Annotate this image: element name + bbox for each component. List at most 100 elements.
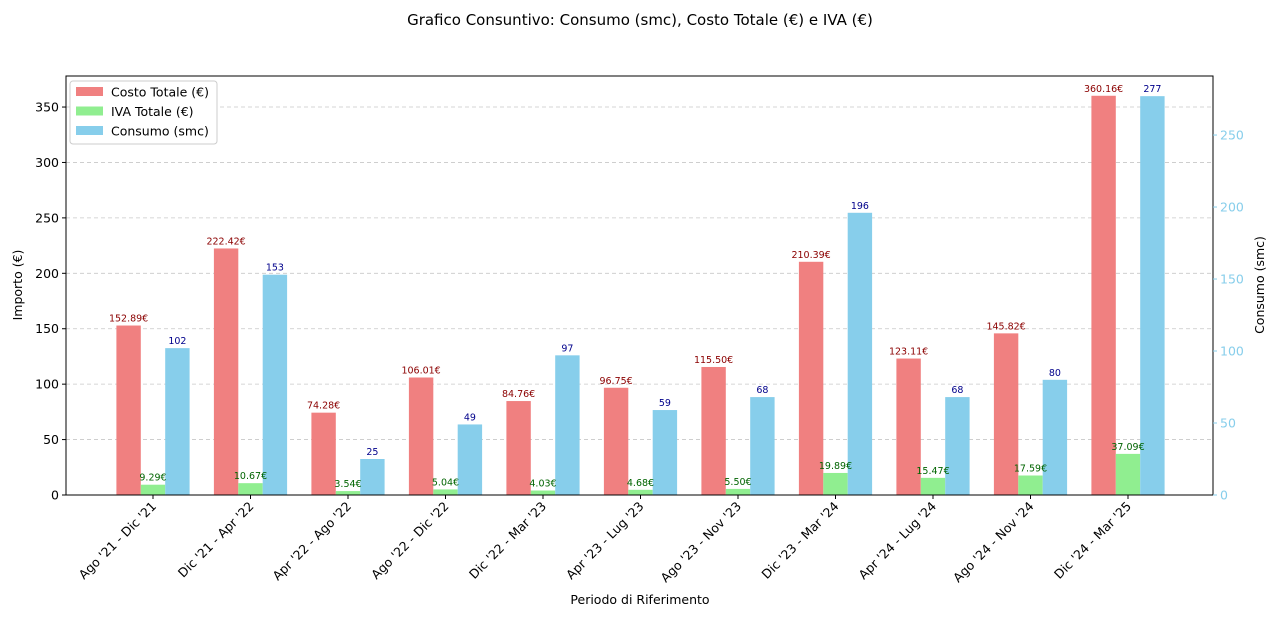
data-label: 106.01€ [401,365,440,376]
y-axis-right: 0 50 100 150 200 250 [1213,128,1244,503]
data-label: 153 [266,263,284,274]
bar-costo [311,412,336,495]
legend-entry: Costo Totale (€) [111,85,209,100]
y-tick-label: 200 [35,266,59,281]
data-label: 19.89€ [819,461,852,472]
bar-consumo [1140,96,1165,495]
data-label: 4.68€ [627,478,654,489]
x-tick-label: Ago '22 - Dic '22 [368,499,452,583]
data-label: 68 [951,385,963,396]
data-label: 102 [168,336,186,347]
x-tick-label: Dic '24 - Mar '25 [1051,499,1134,582]
data-label: 97 [561,343,573,354]
y-axis-left: 0 50 100 150 200 250 300 350 [35,100,66,503]
bar-consumo [165,348,190,495]
data-label: 37.09€ [1111,442,1144,453]
chart-title: Grafico Consuntivo: Consumo (smc), Costo… [407,11,873,29]
data-label: 4.03€ [529,479,556,490]
bar-costo [1091,95,1116,495]
bar-costo [798,261,824,495]
bar-iva [1018,475,1043,495]
bar-consumo [1042,379,1068,495]
data-label: 360.16€ [1084,84,1123,95]
bar-iva [140,484,166,495]
bar-iva [335,491,361,495]
data-label: 3.54€ [334,479,361,490]
y-right-tick-label: 0 [1220,488,1228,503]
y-right-tick-label: 100 [1220,344,1244,359]
bar-iva [725,488,751,495]
data-label: 96.75€ [599,376,632,387]
bar-consumo [847,212,873,496]
y-right-tick-label: 250 [1220,128,1244,143]
bars [66,95,1213,496]
legend-entry: IVA Totale (€) [111,104,194,119]
y-tick-label: 150 [35,321,59,336]
legend-swatch [76,126,103,135]
data-label: 17.59€ [1014,464,1047,475]
y-tick-label: 250 [35,210,59,225]
data-label: 80 [1049,368,1061,379]
bar-costo [506,401,531,495]
gridlines [66,106,1213,440]
data-labels: 152.89€ 9.29€ 102 222.42€ 10.67€ 153 74.28€ 3.5… [109,84,1162,490]
data-label: 74.28€ [307,401,340,412]
data-label: 68 [756,385,768,396]
x-tick-label: Apr '24 - Lug '24 [855,498,939,582]
x-tick-label: Dic '21 - Apr '22 [175,499,257,581]
y-tick-label: 100 [35,377,59,392]
x-tick-label: Apr '22 - Ago '22 [269,499,354,584]
data-label: 9.29€ [139,473,166,484]
bar-consumo [262,274,288,495]
plot-frame [65,75,1214,496]
y-axis-label: Importo (€) [10,250,25,321]
legend-swatch [76,106,103,116]
data-label: 210.39€ [791,250,830,261]
bar-consumo [360,459,385,495]
data-label: 152.89€ [109,314,148,325]
data-label: 196 [851,201,869,212]
bar-iva [530,490,556,495]
x-tick-label: Apr '23 - Lug '23 [563,499,647,583]
y-tick-label: 350 [35,100,59,115]
bar-costo [701,366,726,495]
bar-consumo [945,397,970,495]
legend-box [69,80,218,145]
bar-iva [433,489,458,495]
data-label: 5.04€ [432,477,459,488]
data-label: 49 [464,412,476,423]
bar-consumo [750,397,775,495]
x-tick-label: Dic '23 - Mar '24 [758,498,841,581]
data-label: 59 [659,398,671,409]
x-tick-label: Ago '23 - Nov '23 [657,499,744,586]
y-right-tick-label: 50 [1220,416,1236,431]
y-right-tick-label: 200 [1220,200,1244,215]
bar-consumo [457,424,483,495]
bar-costo [993,333,1019,495]
bar-costo [603,387,629,495]
bar-iva [238,483,263,495]
bar-costo [896,358,921,495]
bar-consumo [652,410,678,495]
y-tick-label: 0 [51,488,59,503]
legend: Costo Totale (€) IVA Totale (€) Consumo (s… [69,80,218,145]
bar-costo [116,325,141,495]
legend-entry: Consumo (smc) [111,124,209,139]
bar-iva [823,472,848,495]
data-label: 15.47€ [916,466,949,477]
data-label: 222.42€ [206,236,245,247]
bar-iva [920,477,946,495]
y-right-tick-label: 150 [1220,272,1244,287]
y-axis-right-label: Consumo (smc) [1252,236,1267,334]
x-tick-label: Ago '24 - Nov '24 [950,498,1037,585]
bar-iva [628,489,653,495]
legend-swatch [76,87,103,96]
data-label: 84.76€ [502,389,535,400]
data-label: 277 [1143,84,1161,95]
x-axis: Ago '21 - Dic '21 Dic '21 - Apr '22 Apr '2… [76,495,1134,586]
data-label: 115.50€ [694,355,733,366]
y-tick-label: 50 [43,432,59,447]
bar-iva [1115,453,1141,495]
y-tick-label: 300 [35,155,59,170]
